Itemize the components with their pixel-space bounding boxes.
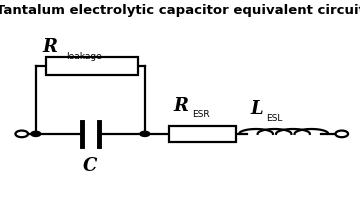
Bar	[170, 126, 236, 142]
Text: ESL: ESL	[266, 114, 283, 123]
Bar	[46, 57, 138, 75]
Circle shape	[140, 131, 150, 136]
Text: C: C	[83, 157, 98, 175]
Text: leakage: leakage	[66, 52, 102, 61]
Text: R: R	[173, 97, 188, 115]
Text: ESR: ESR	[192, 110, 210, 119]
Title: Tantalum electrolytic capacitor equivalent circuit: Tantalum electrolytic capacitor equivale…	[0, 4, 360, 17]
Text: R: R	[43, 38, 58, 56]
Text: L: L	[250, 100, 263, 118]
Circle shape	[31, 131, 41, 136]
